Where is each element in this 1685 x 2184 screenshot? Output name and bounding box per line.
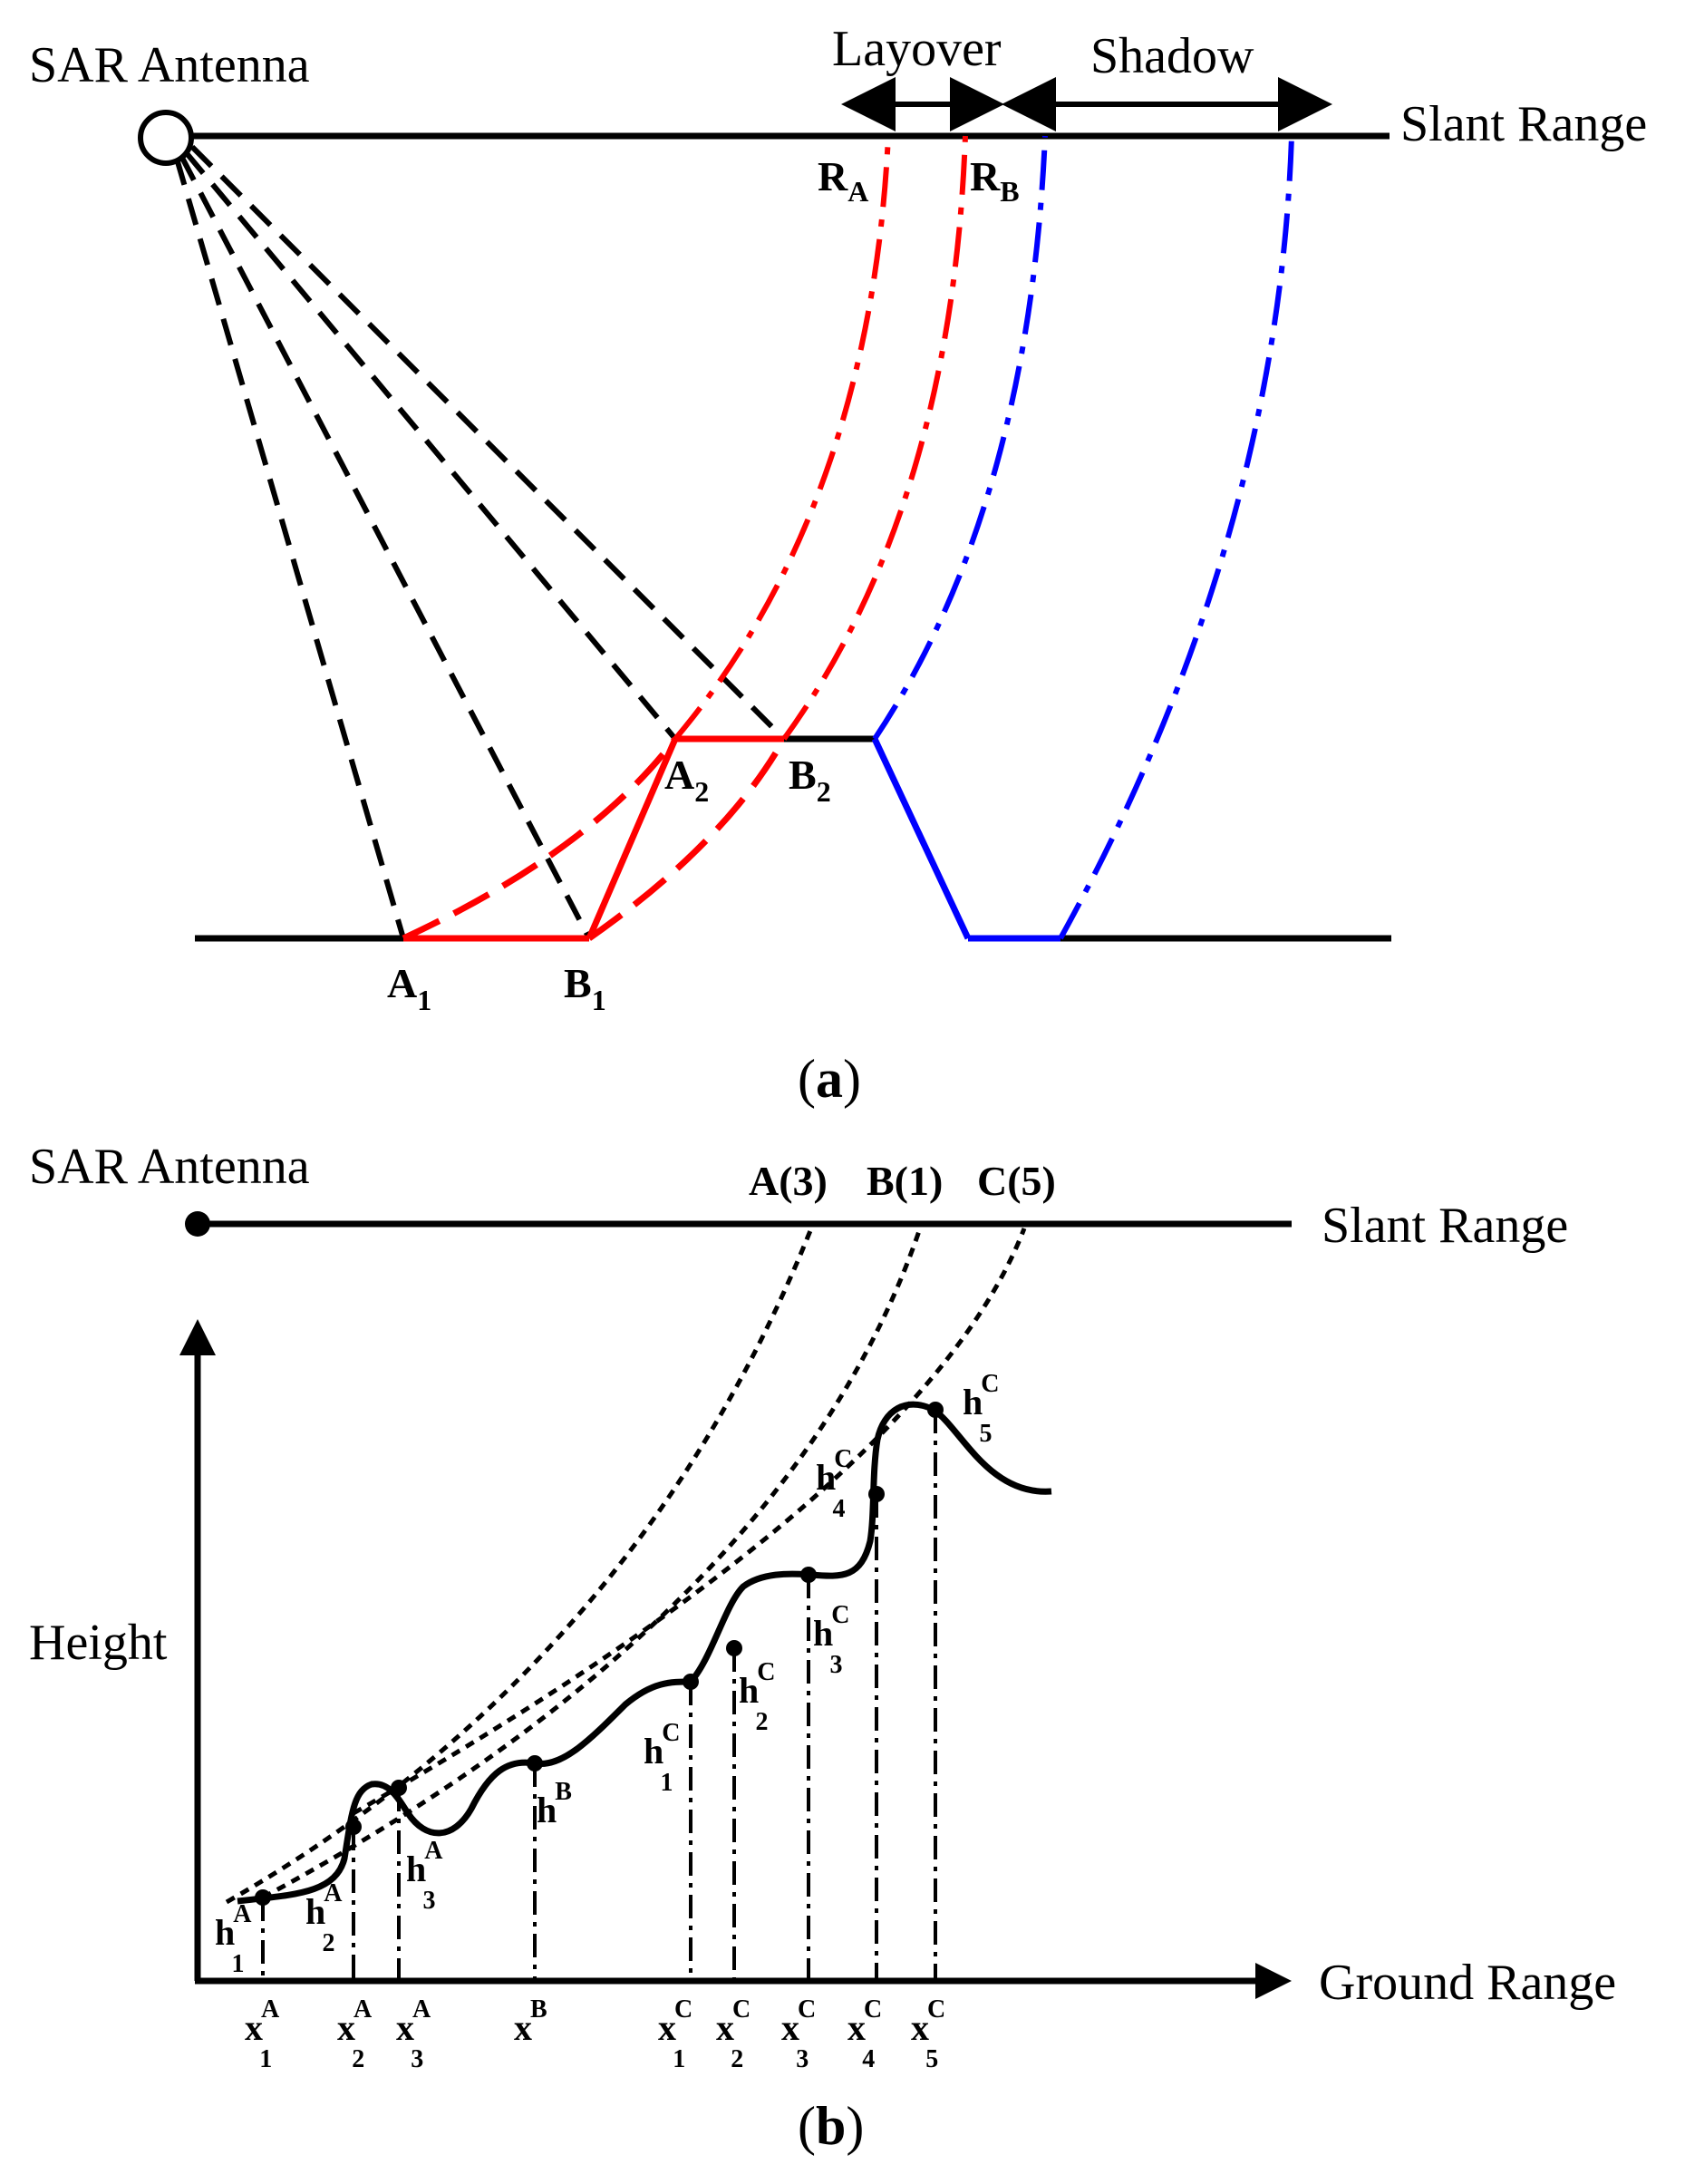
x-tick-b: xB <box>514 1995 547 2048</box>
h-label-2a: hA 2 <box>305 1879 343 1957</box>
h-label-2c: hC 2 <box>739 1658 775 1736</box>
range-arcs-layover <box>673 135 968 741</box>
range-curves-b <box>225 1228 1027 1905</box>
panel-b: SAR Antenna Slant Range A(3) B(1) C(5) H… <box>29 1139 1616 2156</box>
h-label-5c: hC 5 <box>963 1370 999 1448</box>
terrain-points <box>255 1402 944 1906</box>
slant-range-label-a: Slant Range <box>1400 96 1647 152</box>
h-label-1a: hA 1 <box>215 1900 252 1978</box>
height-label: Height <box>29 1615 168 1671</box>
x-tick-1c: xC 1 <box>658 1995 692 2073</box>
h-label-4c: hC 4 <box>816 1445 852 1523</box>
label-ra: RA <box>818 153 868 208</box>
x-tick-1a: xA 1 <box>245 1995 280 2073</box>
ground-profile-a <box>195 735 1391 942</box>
x-tick-3a: xA 3 <box>396 1995 431 2073</box>
label-b1: B1 <box>564 960 606 1016</box>
slant-point-c5: C(5) <box>977 1158 1056 1204</box>
label-a2: A2 <box>664 752 709 808</box>
x-tick-2c: xC 2 <box>716 1995 751 2073</box>
height-axis-arrow-icon <box>179 1319 216 1355</box>
antenna-label-b: SAR Antenna <box>29 1139 310 1195</box>
panel-a: SAR Antenna Slant Range Layover Shadow <box>29 21 1647 1109</box>
slant-point-a3: A(3) <box>749 1158 828 1204</box>
h-label-1c: hC 1 <box>644 1719 680 1797</box>
terrain-profile <box>237 1401 1052 1905</box>
x-tick-2a: xA 2 <box>337 1995 373 2073</box>
shadow-facets <box>871 737 1060 942</box>
label-rb: RB <box>970 153 1020 208</box>
h-label-3c: hC 3 <box>813 1601 849 1679</box>
slant-point-b1: B(1) <box>867 1158 943 1204</box>
x-tick-3c: xC 3 <box>781 1995 816 2073</box>
h-label-b: hB <box>537 1778 572 1830</box>
range-arcs-shadow <box>872 135 1294 940</box>
antenna-rays <box>174 144 787 940</box>
x-tick-5c: xC 5 <box>911 1995 945 2073</box>
caption-a: (a) <box>798 1049 861 1109</box>
drop-lines <box>261 1410 937 1981</box>
antenna-label-a: SAR Antenna <box>29 37 310 93</box>
caption-b: (b) <box>798 2096 864 2156</box>
slant-range-label-b: Slant Range <box>1322 1198 1568 1254</box>
x-tick-4c: xC 4 <box>847 1995 882 2073</box>
shadow-label: Shadow <box>1090 28 1254 84</box>
ground-range-arrow-icon <box>1255 1963 1292 1999</box>
h-label-3a: hA 3 <box>406 1837 443 1915</box>
label-a1: A1 <box>387 960 431 1016</box>
ground-range-label: Ground Range <box>1319 1955 1616 2011</box>
layover-facets <box>402 735 788 942</box>
label-b2: B2 <box>789 752 831 808</box>
layover-label: Layover <box>832 21 1002 77</box>
